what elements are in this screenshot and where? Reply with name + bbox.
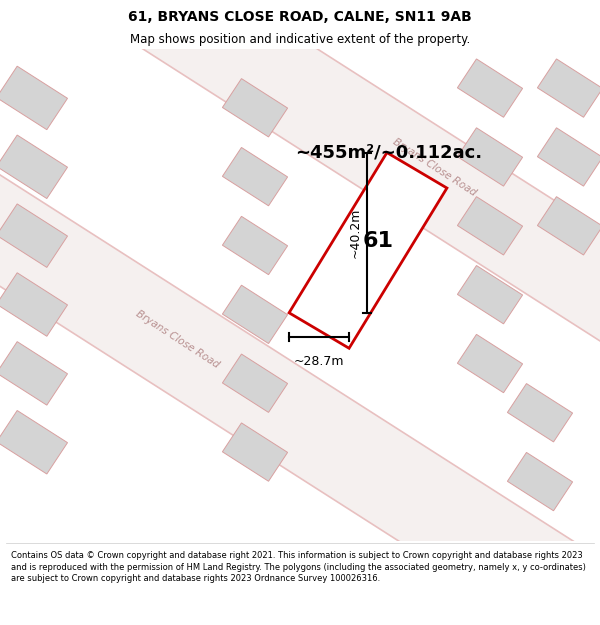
Text: ~455m²/~0.112ac.: ~455m²/~0.112ac. <box>295 143 482 161</box>
Text: ~40.2m: ~40.2m <box>349 208 361 258</box>
Text: Bryans Close Road: Bryans Close Road <box>391 136 479 198</box>
Polygon shape <box>223 354 287 412</box>
Polygon shape <box>457 197 523 255</box>
Polygon shape <box>289 152 447 348</box>
Polygon shape <box>223 216 287 274</box>
Text: Contains OS data © Crown copyright and database right 2021. This information is : Contains OS data © Crown copyright and d… <box>11 551 586 583</box>
Polygon shape <box>0 272 68 336</box>
Polygon shape <box>0 204 68 268</box>
Text: 61: 61 <box>362 231 394 251</box>
Polygon shape <box>0 135 68 199</box>
Polygon shape <box>508 452 572 511</box>
Polygon shape <box>0 342 68 405</box>
Text: 61, BRYANS CLOSE ROAD, CALNE, SN11 9AB: 61, BRYANS CLOSE ROAD, CALNE, SN11 9AB <box>128 10 472 24</box>
Polygon shape <box>223 423 287 481</box>
Polygon shape <box>0 411 68 474</box>
Polygon shape <box>538 59 600 118</box>
Polygon shape <box>538 197 600 255</box>
Polygon shape <box>538 127 600 186</box>
Polygon shape <box>457 59 523 118</box>
Polygon shape <box>27 0 600 457</box>
Polygon shape <box>223 79 287 137</box>
Polygon shape <box>457 266 523 324</box>
Polygon shape <box>457 127 523 186</box>
Polygon shape <box>508 384 572 442</box>
Polygon shape <box>0 66 68 129</box>
Text: Map shows position and indicative extent of the property.: Map shows position and indicative extent… <box>130 33 470 46</box>
Polygon shape <box>223 148 287 206</box>
Text: Bryans Close Road: Bryans Close Road <box>134 308 221 369</box>
Polygon shape <box>223 285 287 344</box>
Text: ~28.7m: ~28.7m <box>294 355 344 368</box>
Polygon shape <box>0 69 588 625</box>
Polygon shape <box>457 334 523 392</box>
